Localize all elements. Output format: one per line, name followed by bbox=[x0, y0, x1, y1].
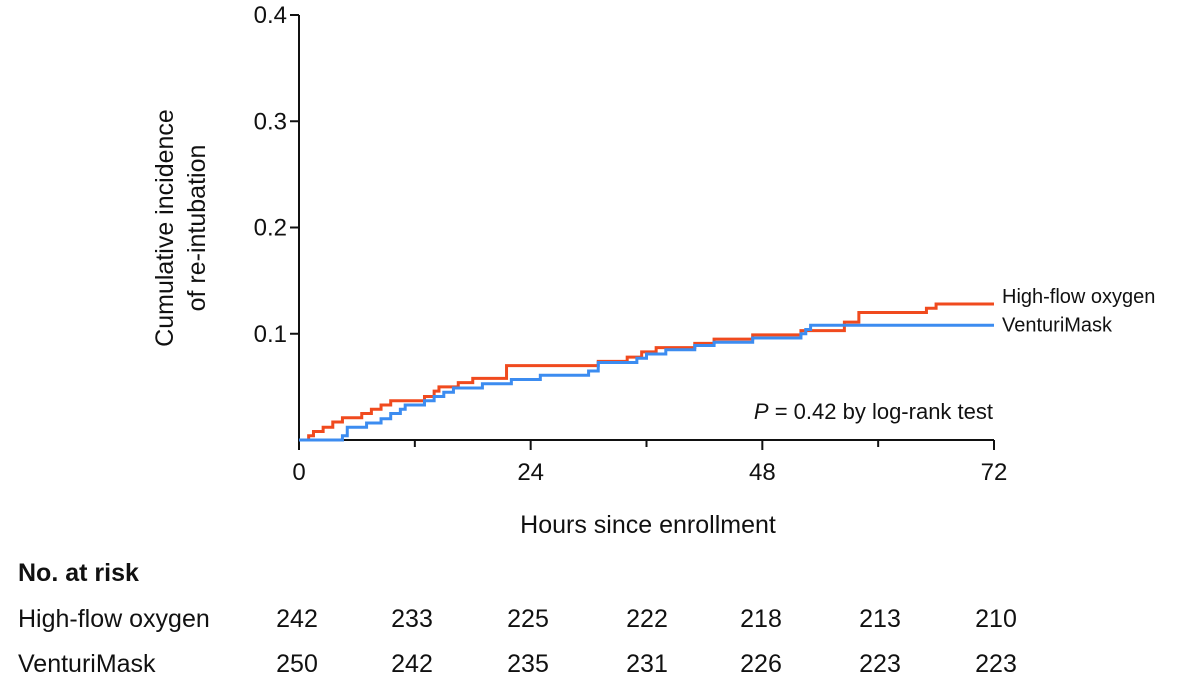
risk-row-label: VenturiMask bbox=[18, 650, 156, 675]
y-axis: 0.1 0.2 0.3 0.4 bbox=[254, 2, 300, 440]
y-tick-label: 0.3 bbox=[254, 108, 287, 135]
risk-cell: 242 bbox=[391, 650, 433, 675]
risk-row-label: High-flow oxygen bbox=[18, 605, 210, 633]
y-tick-label: 0.4 bbox=[254, 2, 287, 29]
risk-cell: 231 bbox=[626, 650, 668, 675]
risk-cell: 250 bbox=[276, 650, 318, 675]
risk-cell: 222 bbox=[626, 605, 668, 633]
y-tick-label: 0.1 bbox=[254, 321, 287, 348]
y-axis-title-line2: of re-intubation bbox=[183, 145, 211, 312]
risk-cell: 225 bbox=[507, 605, 549, 633]
x-axis: 0 24 48 72 bbox=[292, 439, 1008, 486]
y-tick-label: 0.2 bbox=[254, 215, 287, 242]
risk-cell: 223 bbox=[859, 650, 901, 675]
plot-series: High-flow oxygen VenturiMask bbox=[299, 286, 1155, 442]
risk-table-title: No. at risk bbox=[18, 559, 139, 587]
risk-cell: 242 bbox=[276, 605, 318, 633]
x-tick-label: 48 bbox=[749, 459, 776, 486]
x-tick-label: 0 bbox=[292, 459, 305, 486]
risk-cell: 235 bbox=[507, 650, 549, 675]
x-tick-label: 72 bbox=[981, 459, 1008, 486]
series-line-venturimask bbox=[299, 323, 994, 442]
p-value-italic: P bbox=[754, 399, 769, 424]
risk-cell: 218 bbox=[740, 605, 782, 633]
p-value-annotation: P = 0.42 by log-rank test bbox=[754, 399, 993, 424]
risk-table: No. at risk High-flow oxygen 242 233 225 222 2… bbox=[18, 559, 1017, 675]
x-tick-label: 24 bbox=[517, 459, 544, 486]
risk-cell: 213 bbox=[859, 605, 901, 633]
legend-label-venturimask: VenturiMask bbox=[1002, 314, 1113, 336]
x-axis-title: Hours since enrollment bbox=[520, 511, 776, 539]
risk-cell: 226 bbox=[740, 650, 782, 675]
legend-label-high-flow-oxygen: High-flow oxygen bbox=[1002, 286, 1155, 308]
risk-cell: 210 bbox=[975, 605, 1017, 633]
risk-cell: 233 bbox=[391, 605, 433, 633]
y-axis-title-line1: Cumulative incidence bbox=[151, 109, 179, 347]
series-line-high-flow-oxygen bbox=[299, 302, 994, 442]
risk-cell: 223 bbox=[975, 650, 1017, 675]
p-value-text: = 0.42 by log-rank test bbox=[769, 399, 993, 424]
